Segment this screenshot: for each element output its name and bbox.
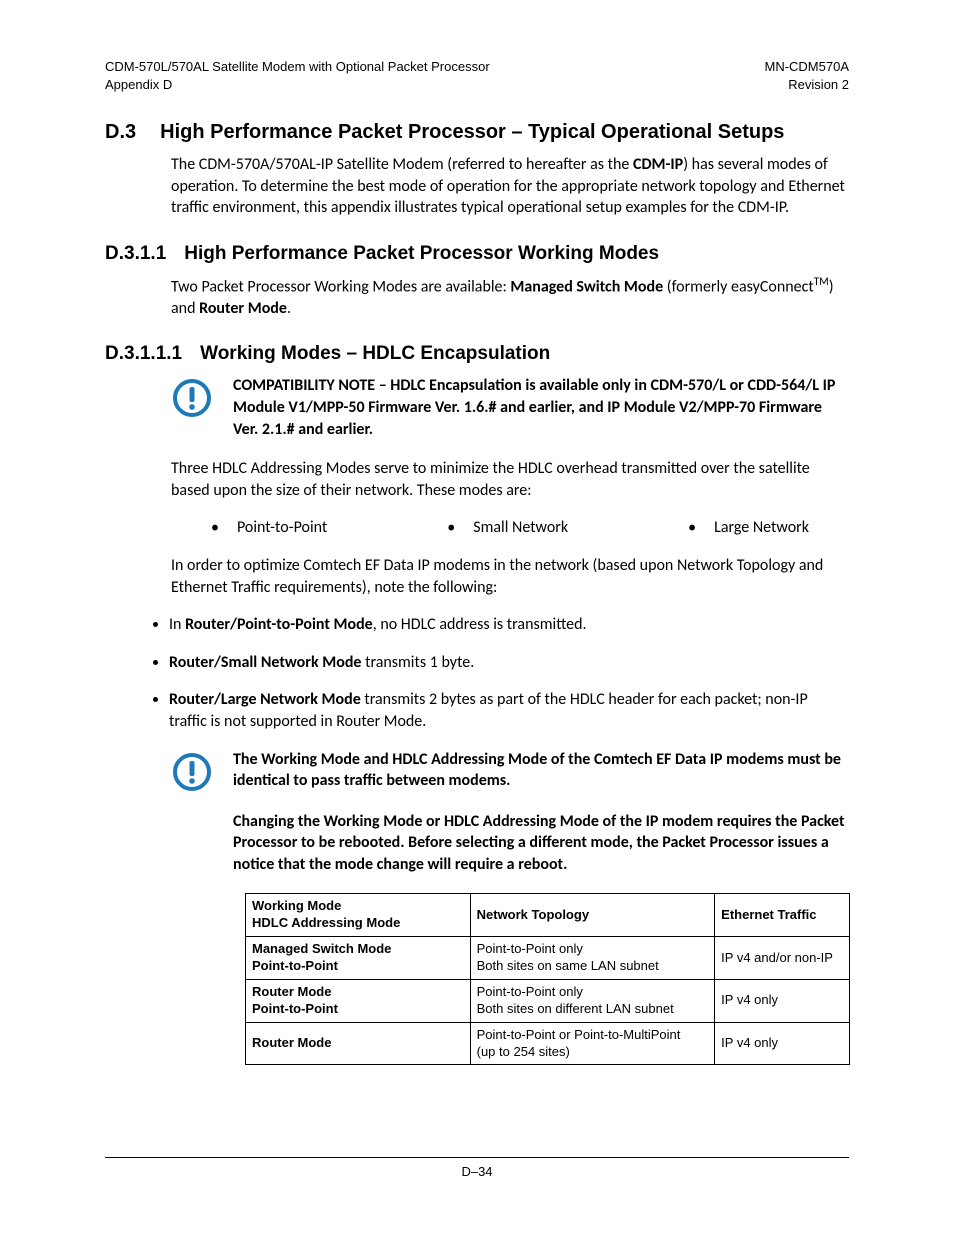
header-left: CDM-570L/570AL Satellite Modem with Opti… bbox=[105, 58, 490, 93]
cell-mode: Router Mode bbox=[246, 1022, 471, 1065]
heading-d3111: D.3.1.1.1 Working Modes – HDLC Encapsula… bbox=[105, 343, 849, 365]
identical-mode-note-row: The Working Mode and HDLC Addressing Mod… bbox=[171, 749, 849, 793]
heading-d3-num: D.3 bbox=[105, 121, 136, 144]
page-header: CDM-570L/570AL Satellite Modem with Opti… bbox=[105, 58, 849, 93]
page-footer: D–34 bbox=[105, 1157, 849, 1179]
th-topology: Network Topology bbox=[470, 894, 715, 937]
modes-table: Working Mode HDLC Addressing Mode Networ… bbox=[245, 893, 850, 1065]
mb1-bold: Router/Point-to-Point Mode bbox=[185, 615, 373, 634]
header-revision: Revision 2 bbox=[764, 76, 849, 94]
th-col1-l1: Working Mode bbox=[252, 898, 341, 913]
r2c1l1: Router Mode bbox=[252, 1035, 331, 1050]
th-working-mode: Working Mode HDLC Addressing Mode bbox=[246, 894, 471, 937]
mode-bullet-1: In Router/Point-to-Point Mode, no HDLC a… bbox=[169, 614, 849, 636]
table-header-row: Working Mode HDLC Addressing Mode Networ… bbox=[246, 894, 850, 937]
d311-pre: Two Packet Processor Working Modes are a… bbox=[171, 277, 510, 296]
heading-d3111-num: D.3.1.1.1 bbox=[105, 343, 182, 365]
mb3-bold: Router/Large Network Mode bbox=[169, 690, 361, 709]
note2-para2: Changing the Working Mode or HDLC Addres… bbox=[233, 811, 849, 876]
page: CDM-570L/570AL Satellite Modem with Opti… bbox=[0, 0, 954, 1235]
r1c2l1: Point-to-Point only bbox=[477, 984, 583, 999]
cell-traffic: IP v4 and/or non-IP bbox=[715, 937, 850, 980]
heading-d3111-title: Working Modes – HDLC Encapsulation bbox=[200, 343, 550, 365]
mb2-post: transmits 1 byte. bbox=[361, 653, 474, 672]
hdlc-modes-list: Point-to-Point Small Network Large Netwo… bbox=[211, 517, 849, 539]
optimize-para: In order to optimize Comtech EF Data IP … bbox=[171, 555, 849, 598]
th-traffic: Ethernet Traffic bbox=[715, 894, 850, 937]
d3111-body: COMPATIBILITY NOTE – HDLC Encapsulation … bbox=[171, 375, 849, 598]
compatibility-note-text: COMPATIBILITY NOTE – HDLC Encapsulation … bbox=[233, 375, 849, 440]
heading-d311-title: High Performance Packet Processor Workin… bbox=[184, 243, 659, 265]
cell-traffic: IP v4 only bbox=[715, 979, 850, 1022]
hdlc-mode-3: Large Network bbox=[688, 517, 809, 539]
d3-body: The CDM-570A/570AL-IP Satellite Modem (r… bbox=[171, 154, 849, 219]
d3-para: The CDM-570A/570AL-IP Satellite Modem (r… bbox=[171, 154, 849, 219]
d311-body: Two Packet Processor Working Modes are a… bbox=[171, 275, 849, 320]
d311-post: . bbox=[287, 299, 291, 318]
r1c1l1: Router Mode bbox=[252, 984, 331, 999]
header-right: MN-CDM570A Revision 2 bbox=[764, 58, 849, 93]
header-appendix: Appendix D bbox=[105, 76, 490, 94]
d3-para-bold: CDM-IP bbox=[633, 155, 683, 174]
cell-topology: Point-to-Point or Point-to-MultiPoint (u… bbox=[470, 1022, 715, 1065]
cell-traffic: IP v4 only bbox=[715, 1022, 850, 1065]
mb1-pre: In bbox=[169, 615, 185, 634]
mb2-bold: Router/Small Network Mode bbox=[169, 653, 361, 672]
alert-icon bbox=[171, 377, 213, 419]
d311-para: Two Packet Processor Working Modes are a… bbox=[171, 275, 849, 320]
r0c2l2: Both sites on same LAN subnet bbox=[477, 958, 659, 973]
mode-bullet-list: In Router/Point-to-Point Mode, no HDLC a… bbox=[145, 614, 849, 732]
r2c2l1: Point-to-Point or Point-to-MultiPoint bbox=[477, 1027, 681, 1042]
mb1-post: , no HDLC address is transmitted. bbox=[373, 615, 587, 634]
table-row: Managed Switch Mode Point-to-Point Point… bbox=[246, 937, 850, 980]
page-number: D–34 bbox=[461, 1164, 492, 1179]
r0c1l1: Managed Switch Mode bbox=[252, 941, 391, 956]
cell-topology: Point-to-Point only Both sites on same L… bbox=[470, 937, 715, 980]
heading-d311: D.3.1.1 High Performance Packet Processo… bbox=[105, 243, 849, 265]
d311-bold2: Router Mode bbox=[199, 299, 287, 318]
mode-bullet-2: Router/Small Network Mode transmits 1 by… bbox=[169, 652, 849, 674]
header-product: CDM-570L/570AL Satellite Modem with Opti… bbox=[105, 58, 490, 76]
cell-topology: Point-to-Point only Both sites on differ… bbox=[470, 979, 715, 1022]
heading-d311-num: D.3.1.1 bbox=[105, 243, 166, 265]
d311-tm: TM bbox=[814, 275, 829, 289]
r0c1l2: Point-to-Point bbox=[252, 958, 338, 973]
hdlc-intro: Three HDLC Addressing Modes serve to min… bbox=[171, 458, 849, 501]
heading-d3-title: High Performance Packet Processor – Typi… bbox=[160, 121, 849, 144]
heading-d3: D.3 High Performance Packet Processor – … bbox=[105, 121, 849, 144]
hdlc-mode-2: Small Network bbox=[447, 517, 568, 539]
identical-mode-note: The Working Mode and HDLC Addressing Mod… bbox=[171, 749, 849, 876]
mode-bullet-3: Router/Large Network Mode transmits 2 by… bbox=[169, 689, 849, 732]
header-docnum: MN-CDM570A bbox=[764, 58, 849, 76]
cell-mode: Managed Switch Mode Point-to-Point bbox=[246, 937, 471, 980]
d311-mid1: (formerly easyConnect bbox=[663, 277, 814, 296]
th-col1-l2: HDLC Addressing Mode bbox=[252, 915, 400, 930]
table-row: Router Mode Point-to-Point Point-to-Poin… bbox=[246, 979, 850, 1022]
hdlc-mode-1: Point-to-Point bbox=[211, 517, 327, 539]
d311-bold1: Managed Switch Mode bbox=[510, 277, 663, 296]
note2-para1: The Working Mode and HDLC Addressing Mod… bbox=[233, 749, 849, 792]
r1c2l2: Both sites on different LAN subnet bbox=[477, 1001, 674, 1016]
d3-para-pre: The CDM-570A/570AL-IP Satellite Modem (r… bbox=[171, 155, 633, 174]
r0c2l1: Point-to-Point only bbox=[477, 941, 583, 956]
cell-mode: Router Mode Point-to-Point bbox=[246, 979, 471, 1022]
compatibility-note: COMPATIBILITY NOTE – HDLC Encapsulation … bbox=[171, 375, 849, 440]
r2c2l2: (up to 254 sites) bbox=[477, 1044, 570, 1059]
table-row: Router Mode Point-to-Point or Point-to-M… bbox=[246, 1022, 850, 1065]
r1c1l2: Point-to-Point bbox=[252, 1001, 338, 1016]
alert-icon bbox=[171, 751, 213, 793]
